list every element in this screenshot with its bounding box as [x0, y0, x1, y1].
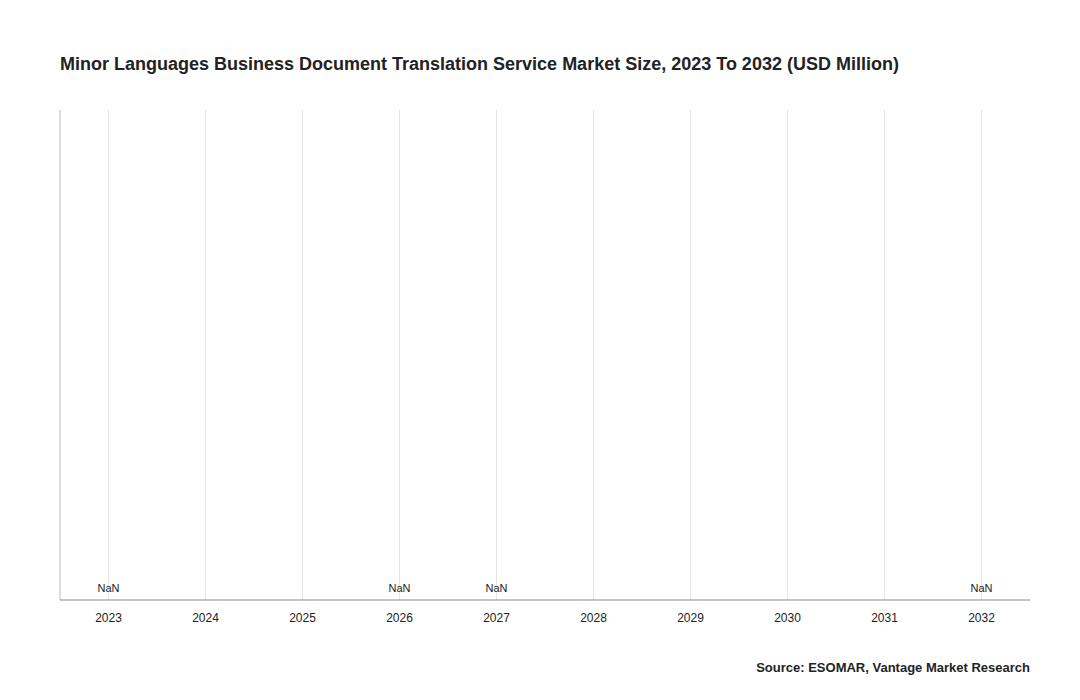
x-tick-label: 2026: [386, 611, 413, 625]
data-labels: NaN NaN NaN NaN: [97, 582, 992, 594]
grid-line: [108, 110, 109, 600]
grid-line: [884, 110, 885, 600]
x-tick-label: 2029: [677, 611, 704, 625]
y-axis-line: [60, 110, 61, 600]
grid-line: [981, 110, 982, 600]
grid-line: [787, 110, 788, 600]
x-tick-label: 2025: [289, 611, 316, 625]
x-tick-label: 2027: [483, 611, 510, 625]
grid-line: [593, 110, 594, 600]
x-tick-label: 2024: [192, 611, 219, 625]
data-label: NaN: [388, 582, 410, 594]
data-label: NaN: [970, 582, 992, 594]
x-tick-label: 2023: [95, 611, 122, 625]
source-note: Source: ESOMAR, Vantage Market Research: [756, 660, 1030, 675]
chart-container: Minor Languages Business Document Transl…: [0, 0, 1080, 700]
x-tick-label: 2028: [580, 611, 607, 625]
grid-line: [496, 110, 497, 600]
grid-line: [302, 110, 303, 600]
data-label: NaN: [97, 582, 119, 594]
x-axis-line: [60, 600, 1030, 601]
chart-title: Minor Languages Business Document Transl…: [60, 54, 899, 74]
grid: [109, 110, 982, 600]
grid-line: [690, 110, 691, 600]
chart-svg: Minor Languages Business Document Transl…: [0, 0, 1080, 700]
axes: 2023 2024 2025 2026 2027 2028 2029 2030 2031 2032: [60, 110, 1030, 625]
x-tick-label: 2030: [774, 611, 801, 625]
data-label: NaN: [485, 582, 507, 594]
grid-line: [205, 110, 206, 600]
grid-line: [399, 110, 400, 600]
x-tick-label: 2032: [968, 611, 995, 625]
x-tick-label: 2031: [871, 611, 898, 625]
